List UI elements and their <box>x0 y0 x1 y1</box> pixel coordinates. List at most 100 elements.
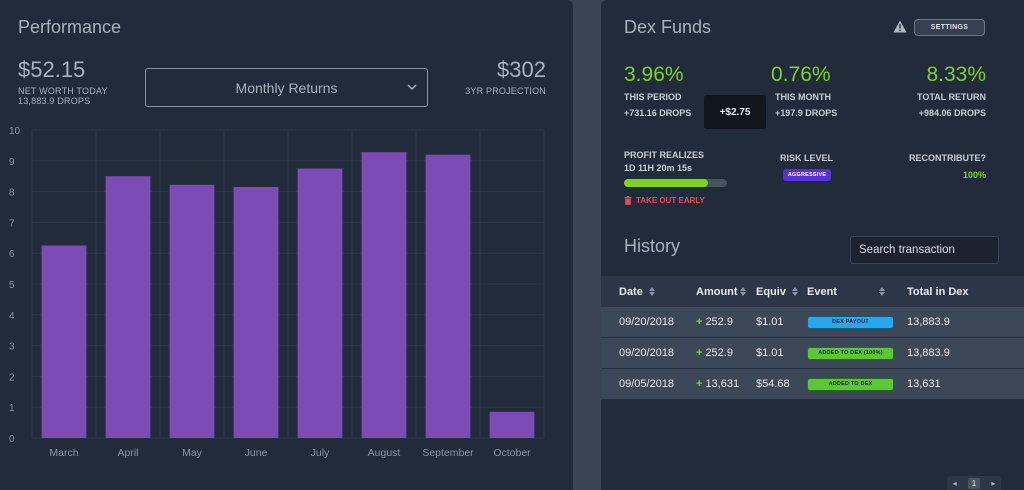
x-tick-label: August <box>368 447 401 459</box>
column-event[interactable]: Event <box>807 276 907 307</box>
bar-june[interactable] <box>233 186 279 438</box>
row-event: ADDED TO DEX (100%) <box>807 338 907 368</box>
row-total: 13,631 <box>907 378 941 390</box>
row-date: 09/20/2018 <box>619 316 675 328</box>
month-drops: +197.9 DROPS <box>775 108 838 118</box>
column-total[interactable]: Total in Dex <box>907 285 969 298</box>
projection-value: $302 <box>497 57 546 82</box>
settings-button[interactable]: SETTINGS <box>914 19 985 36</box>
returns-select[interactable]: Monthly Returns <box>145 68 428 107</box>
month-percent: 0.76% <box>771 63 831 86</box>
search-transaction-input[interactable]: Search transaction <box>850 236 999 264</box>
y-tick-label: 3 <box>9 342 15 353</box>
column-amount[interactable]: Amount <box>680 276 746 307</box>
risk-level-label: RISK LEVEL <box>780 153 834 163</box>
profit-progress-fill <box>624 179 709 187</box>
x-tick-label: May <box>182 447 203 459</box>
row-amount: +252.9 <box>696 316 733 328</box>
x-tick-label: October <box>493 447 531 459</box>
period-drops: +731.16 DROPS <box>624 108 692 118</box>
column-date[interactable]: Date <box>601 276 680 307</box>
bar-august[interactable] <box>361 152 407 438</box>
event-badge: ADDED TO DEX <box>807 377 894 391</box>
chevron-down-icon <box>407 84 417 91</box>
bar-may[interactable] <box>169 184 215 438</box>
page-number[interactable]: 1 <box>967 477 981 489</box>
recontribute-value: 100% <box>962 170 986 180</box>
row-amount: +13,631 <box>696 378 740 390</box>
sort-icon <box>791 287 798 296</box>
event-badge: DEX PAYOUT <box>807 315 894 329</box>
y-tick-label: 5 <box>9 280 15 291</box>
event-badge: ADDED TO DEX (100%) <box>807 346 894 360</box>
prev-page-icon[interactable]: ◂ <box>952 478 957 488</box>
row-amount: +252.9 <box>696 347 733 359</box>
total-return-percent: 8.33% <box>926 63 986 86</box>
profit-progress-bar <box>624 179 727 187</box>
pagination: ◂ 1 ▸ <box>947 476 1001 490</box>
y-tick-label: 1 <box>9 403 15 414</box>
dex-funds-title: Dex Funds <box>624 17 712 37</box>
projection-label: 3YR PROJECTION <box>465 86 546 96</box>
x-tick-label: September <box>422 447 474 459</box>
history-table: Date Amount Equiv Event Total in Dex 09/… <box>601 276 1024 400</box>
y-tick-label: 7 <box>9 218 15 229</box>
y-tick-label: 8 <box>9 188 15 199</box>
row-equiv: $1.01 <box>756 316 784 328</box>
row-equiv: $54.68 <box>756 378 790 390</box>
profit-realizes-label: PROFIT REALIZES <box>624 150 705 160</box>
x-tick-label: March <box>49 447 78 459</box>
performance-title: Performance <box>18 17 122 37</box>
period-percent: 3.96% <box>624 63 684 86</box>
search-transaction-placeholder: Search transaction <box>859 244 955 256</box>
month-label: THIS MONTH <box>775 92 831 102</box>
bar-september[interactable] <box>425 154 471 438</box>
x-tick-label: June <box>245 447 268 459</box>
column-equiv[interactable]: Equiv <box>740 276 807 307</box>
bar-october[interactable] <box>489 411 535 438</box>
monthly-returns-chart: 0 1 2 3 4 5 6 7 8 9 10 March April May June July August S… <box>9 126 545 459</box>
row-date: 09/20/2018 <box>619 347 675 359</box>
take-out-early-label: TAKE OUT EARLY <box>636 196 705 205</box>
table-header: Date Amount Equiv Event Total in Dex <box>601 276 1024 307</box>
y-tick-label: 2 <box>9 372 15 383</box>
total-return-label: TOTAL RETURN <box>917 92 986 102</box>
y-tick-label: 9 <box>9 157 15 168</box>
total-return-drops: +984.06 DROPS <box>918 108 986 118</box>
table-row[interactable]: 09/20/2018 +252.9 $1.01 DEX PAYOUT 13,883.9 <box>601 307 1024 338</box>
net-worth-label: NET WORTH TODAY <box>18 86 108 96</box>
period-label: THIS PERIOD <box>624 92 682 102</box>
y-tick-label: 10 <box>9 126 21 137</box>
bar-march[interactable] <box>41 245 87 439</box>
bar-july[interactable] <box>297 168 343 439</box>
row-event: DEX PAYOUT <box>807 307 907 337</box>
row-equiv: $1.01 <box>756 347 784 359</box>
net-worth-value: $52.15 <box>18 57 86 82</box>
warning-icon[interactable] <box>893 20 907 33</box>
next-page-icon[interactable]: ▸ <box>991 478 996 488</box>
y-tick-label: 4 <box>9 311 15 322</box>
trash-icon <box>624 196 632 205</box>
row-event: ADDED TO DEX <box>807 369 907 399</box>
sort-icon <box>648 287 655 296</box>
recontribute-label: RECONTRIBUTE? <box>909 153 986 163</box>
profit-realizes-time: 1D 11H 20m 15s <box>624 163 693 173</box>
table-row[interactable]: 09/20/2018 +252.9 $1.01 ADDED TO DEX (100%)… <box>601 338 1024 369</box>
y-tick-label: 6 <box>9 249 15 260</box>
gain-tooltip: +$2.75 <box>704 95 766 129</box>
performance-panel: Performance $52.15 NET WORTH TODAY 13,88… <box>0 0 573 490</box>
bar-april[interactable] <box>105 176 151 438</box>
sort-icon <box>878 287 885 296</box>
net-worth-drops: 13,883.9 DROPS <box>18 96 91 106</box>
risk-level-badge: AGGRESSIVE <box>783 169 831 181</box>
row-date: 09/05/2018 <box>619 378 675 390</box>
row-total: 13,883.9 <box>907 347 950 359</box>
returns-select-value: Monthly Returns <box>235 79 338 96</box>
row-total: 13,883.9 <box>907 316 950 328</box>
sort-icon <box>739 287 746 296</box>
table-row[interactable]: 09/05/2018 +13,631 $54.68 ADDED TO DEX 13,63… <box>601 369 1024 400</box>
x-tick-label: April <box>117 447 138 459</box>
take-out-early-link[interactable]: TAKE OUT EARLY <box>624 196 705 205</box>
history-title: History <box>624 236 681 256</box>
x-tick-label: July <box>311 447 330 459</box>
